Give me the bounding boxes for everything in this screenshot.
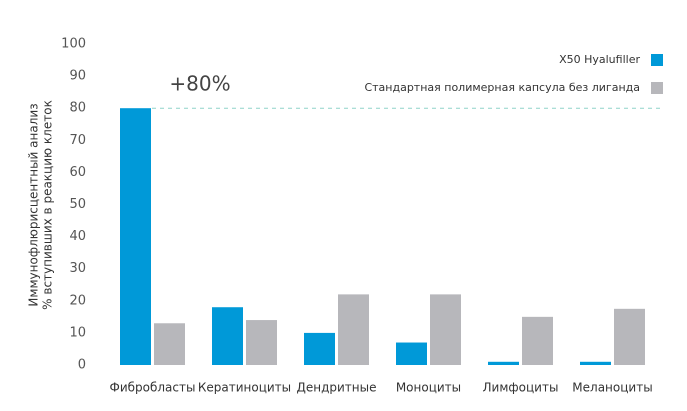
- y-tick-label: 40: [69, 229, 86, 244]
- x-tick-label: Кератиноциты: [198, 381, 291, 395]
- y-tick-label: 10: [69, 325, 86, 340]
- y-tick-label: 70: [69, 133, 86, 148]
- legend-label: Стандартная полимерная капсула без лиган…: [364, 81, 640, 94]
- bar: [338, 294, 369, 365]
- y-axis-label: % вступивших в реакцию клеток: [41, 100, 55, 310]
- y-axis-label: Иммунофлюрисцентный анализ: [27, 103, 41, 306]
- annotation: +80%: [169, 72, 230, 96]
- x-tick-label: Меланоциты: [572, 381, 652, 395]
- y-tick-label: 20: [69, 293, 86, 308]
- legend-swatch: [651, 54, 663, 66]
- bar: [522, 316, 553, 365]
- bar: [396, 342, 427, 365]
- y-tick-label: 30: [69, 261, 86, 276]
- bar: [246, 320, 277, 365]
- legend-swatch: [651, 82, 663, 94]
- y-tick-label: 60: [69, 165, 86, 180]
- y-tick-label: 100: [61, 37, 86, 52]
- bar: [212, 307, 243, 365]
- bar: [120, 108, 151, 365]
- bar: [430, 294, 461, 365]
- bar: [488, 361, 519, 365]
- y-tick-label: 90: [69, 69, 86, 84]
- bar: [304, 332, 335, 365]
- x-tick-label: Лимфоциты: [483, 381, 559, 395]
- bar: [580, 361, 611, 365]
- bar: [154, 323, 185, 365]
- bar: [614, 308, 645, 365]
- legend-label: X50 Hyalufiller: [559, 53, 640, 66]
- y-tick-label: 50: [69, 197, 86, 212]
- y-tick-label: 80: [69, 101, 86, 116]
- x-tick-label: Фибробласты: [110, 381, 196, 395]
- x-tick-label: Дендритные: [296, 381, 376, 395]
- y-tick-label: 0: [78, 358, 86, 373]
- x-tick-label: Моноциты: [396, 381, 461, 395]
